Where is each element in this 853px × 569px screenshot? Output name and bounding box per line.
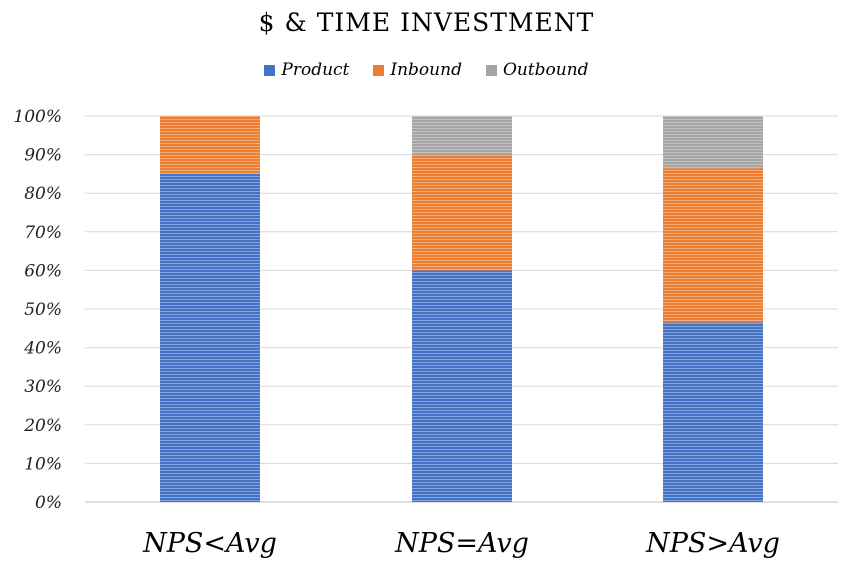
legend-swatch bbox=[264, 64, 276, 76]
legend-label: Outbound bbox=[502, 60, 589, 80]
legend-item: Product bbox=[264, 60, 349, 80]
y-tick-label: 10% bbox=[24, 454, 62, 474]
bar-product-1 bbox=[412, 270, 512, 502]
legend-label: Product bbox=[281, 60, 350, 80]
bar-inbound-1 bbox=[412, 154, 512, 271]
bar-outbound-2 bbox=[663, 116, 763, 169]
y-tick-label: 60% bbox=[24, 261, 62, 281]
legend-swatch bbox=[373, 64, 385, 76]
bar-product-0 bbox=[160, 173, 260, 502]
legend-item: Inbound bbox=[373, 60, 462, 80]
bar-product-2 bbox=[663, 322, 763, 502]
chart-title: $ & TIME INVESTMENT bbox=[258, 8, 595, 37]
y-tick-label: 20% bbox=[23, 416, 62, 436]
legend-item: Outbound bbox=[485, 60, 589, 80]
y-tick-label: 100% bbox=[13, 107, 62, 127]
y-tick-label: 70% bbox=[24, 223, 62, 243]
bar-inbound-0 bbox=[160, 116, 260, 174]
y-tick-label: 80% bbox=[24, 184, 62, 204]
y-tick-label: 30% bbox=[24, 377, 62, 397]
legend: Product Inbound Outbound bbox=[0, 60, 853, 80]
x-tick-label: NPS=Avg bbox=[394, 528, 529, 559]
bar-inbound-2 bbox=[663, 168, 763, 323]
y-tick-label: 50% bbox=[24, 300, 62, 320]
y-tick-label: 90% bbox=[24, 146, 62, 166]
legend-label: Inbound bbox=[390, 60, 462, 80]
legend-swatch bbox=[485, 64, 497, 76]
y-tick-label: 40% bbox=[23, 339, 62, 359]
bar-outbound-1 bbox=[412, 116, 512, 155]
y-tick-label: 0% bbox=[35, 493, 62, 513]
x-tick-label: NPS<Avg bbox=[142, 528, 277, 559]
x-tick-label: NPS>Avg bbox=[645, 528, 780, 559]
